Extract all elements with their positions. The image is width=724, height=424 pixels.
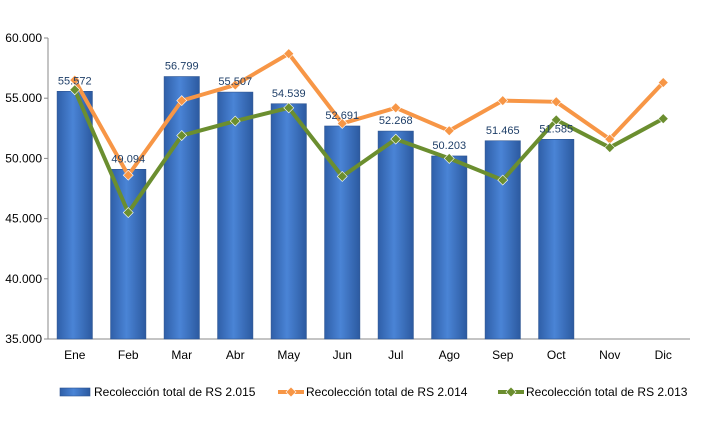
series-point [657,113,669,125]
series-point [550,114,562,126]
series-point [122,207,134,219]
series-point [443,152,455,164]
x-tick-label: Dic [655,348,672,362]
legend-label: Recolección total de RS 2.013 [526,385,688,399]
bar [270,103,307,340]
x-tick-label: Ene [64,348,86,362]
bar-data-label: 54.539 [272,88,306,100]
bar [217,91,254,340]
series-line [72,88,665,215]
bar-data-label: 51.585 [539,123,573,135]
bar-data-label: 49.094 [111,153,145,165]
bar [431,155,468,340]
series-point [443,125,455,137]
series-point [176,130,188,141]
x-tick-label: May [277,348,300,362]
x-tick-label: Nov [599,348,620,362]
series-point [283,102,295,114]
bar-data-label: 52.691 [325,110,359,122]
series-point [176,95,188,107]
series-point [336,118,348,129]
legend-label: Recolección total de RS 2.014 [306,385,468,399]
bar-data-label: 51.465 [486,125,520,137]
bar-data-label: 50.203 [432,140,466,152]
x-tick-label: Sep [492,348,514,362]
bar [538,139,575,340]
x-tick-label: Jul [388,348,403,362]
series-point [122,169,134,181]
bar [484,140,521,340]
y-tick-label: 35.000 [5,332,42,346]
bar [377,130,414,340]
x-tick-label: Mar [171,348,192,362]
series-point [229,115,241,127]
series-point [69,84,81,96]
bar-data-label: 55.507 [218,76,252,88]
x-tick-label: Abr [226,348,245,362]
legend-label: Recolección total de RS 2.015 [94,385,256,399]
series-line [73,51,665,178]
series-point [497,174,509,186]
bar-data-label: 55.572 [58,75,92,87]
series-point [283,48,295,60]
series-point [657,77,669,88]
series-point [390,133,402,145]
series-point [390,102,402,114]
y-tick-label: 55.000 [5,91,42,105]
x-tick-label: Oct [547,348,566,362]
bar-data-label: 56.799 [165,61,199,73]
legend-swatch-marker [505,386,517,398]
bar-data-label: 52.268 [379,115,413,127]
series-point [550,96,562,108]
series-point [497,95,509,107]
y-tick-label: 40.000 [5,272,42,286]
y-tick-label: 45.000 [5,212,42,226]
bar [56,91,93,340]
series-point [336,171,348,182]
series-point [604,142,616,153]
legend-swatch-marker [285,386,297,398]
series-point [229,79,241,91]
y-tick-label: 60.000 [5,31,42,45]
y-tick-label: 50.000 [5,151,42,165]
x-tick-label: Ago [439,348,461,362]
x-tick-label: Jun [333,348,352,362]
legend-swatch-bar [59,387,91,397]
x-tick-label: Feb [118,348,139,362]
